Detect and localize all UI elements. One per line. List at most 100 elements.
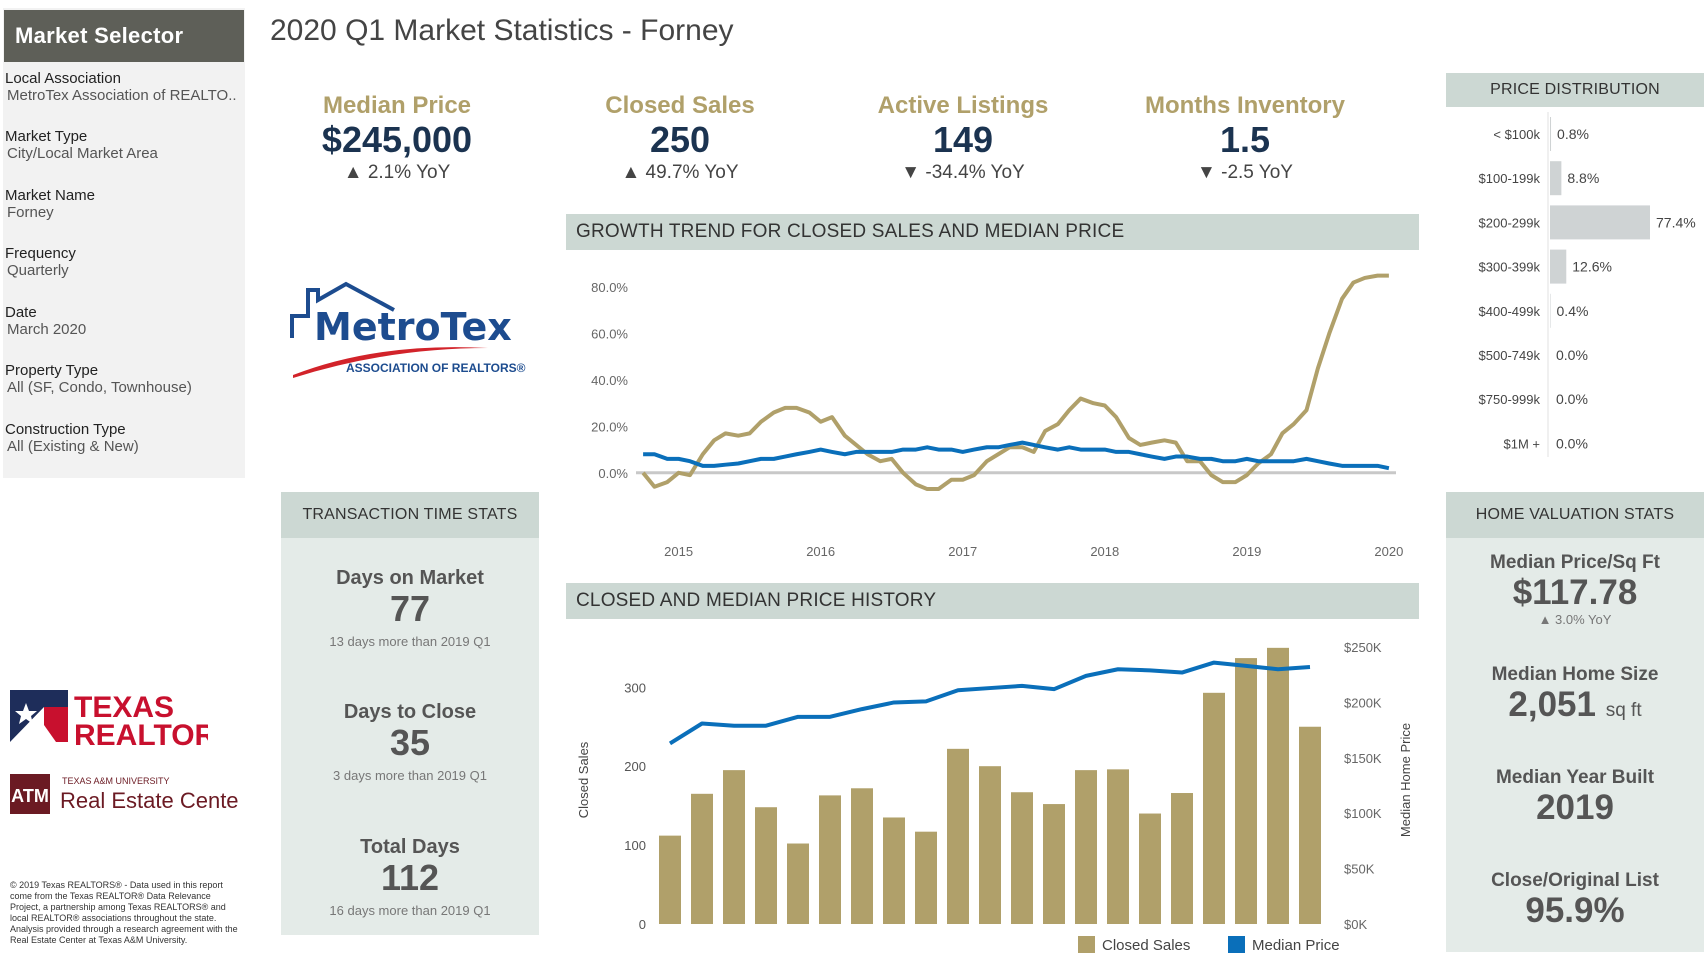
field-value-market-name[interactable]: Forney (7, 204, 54, 221)
field-label-frequency: Frequency (5, 245, 76, 262)
kpi-value: 250 (649, 119, 711, 160)
legend-label-closed-sales: Closed Sales (1102, 937, 1190, 954)
legend-swatch-closed-sales (1078, 936, 1095, 953)
metrotex-swoosh (293, 347, 488, 378)
bar-closed-sales (1107, 769, 1129, 924)
pd-value-label: 0.0% (1556, 435, 1588, 451)
kpi-yoy: ▲ 2.1% YoY (343, 162, 451, 183)
texas-realtors-mark-blue (10, 690, 68, 742)
metrotex-house-outline (290, 281, 395, 338)
field-value-frequency[interactable]: Quarterly (7, 262, 69, 279)
bar-closed-sales (787, 843, 809, 924)
hv-value: $117.78 (1512, 573, 1638, 612)
hv-unit: sq ft (1605, 700, 1642, 721)
stat-days-on-market: Days on Market 77 13 days more than 2019… (281, 567, 539, 649)
y-tick-label: 40.0% (591, 373, 628, 388)
stat-label: Days to Close (343, 701, 477, 723)
pd-bar (1550, 293, 1551, 328)
pd-value-label: 0.4% (1557, 303, 1589, 319)
hv-price-per-sqft: Median Price/Sq Ft $117.78 ▲ 3.0% YoY (1446, 552, 1704, 627)
stat-value: 112 (380, 857, 440, 898)
copyright-notice: © 2019 Texas REALTORS® - Data used in th… (10, 880, 238, 945)
bar-closed-sales (755, 807, 777, 924)
kpi-yoy: ▼ -34.4% YoY (901, 162, 1025, 183)
tamu-real-estate-center-logo: ATM TEXAS A&M UNIVERSITY Real Estate Cen… (10, 774, 238, 814)
hv-median-year-built: Median Year Built 2019 (1446, 767, 1704, 827)
y-tick-label: 20.0% (591, 419, 628, 434)
y-tick-label: 80.0% (591, 280, 628, 295)
kpi-yoy: ▼ -2.5 YoY (1197, 162, 1293, 183)
bar-closed-sales (1075, 770, 1097, 924)
kpi-median-price: Median Price $245,000 ▲ 2.1% YoY (267, 92, 527, 184)
kpi-label: Closed Sales (605, 92, 755, 119)
y-tick-label: 0.0% (598, 466, 628, 481)
y-left-tick-label: 0 (639, 917, 646, 932)
kpi-months-inventory: Months Inventory 1.5 ▼ -2.5 YoY (1115, 92, 1375, 184)
pd-value-label: 12.6% (1572, 259, 1612, 275)
page-title: 2020 Q1 Market Statistics - Forney (270, 14, 734, 47)
pd-category-label: $300-399k (1479, 260, 1541, 275)
y-right-tick-label: $50K (1344, 862, 1375, 877)
hv-value: 2,051 (1508, 685, 1596, 724)
field-value-market-type[interactable]: City/Local Market Area (7, 145, 158, 162)
tamu-small-text: TEXAS A&M UNIVERSITY (62, 776, 170, 786)
series-line-median-price (643, 440, 1390, 471)
stat-value: 35 (389, 722, 431, 763)
x-tick-label: 2015 (664, 544, 693, 559)
metrotex-logo: MetroTex ASSOCIATION OF REALTORS® (290, 281, 526, 378)
pd-bar (1550, 117, 1552, 151)
y-right-tick-label: $250K (1344, 640, 1382, 655)
pd-value-label: 8.8% (1567, 170, 1599, 186)
x-tick-label: 2017 (948, 544, 977, 559)
pd-value-label: 0.0% (1556, 391, 1588, 407)
bar-closed-sales (723, 770, 745, 924)
x-tick-label: 2020 (1374, 544, 1403, 559)
field-value-construction-type[interactable]: All (Existing & New) (7, 438, 139, 455)
hv-label: Median Year Built (1495, 767, 1655, 788)
series-line-median-price (668, 660, 1311, 746)
tamu-big-text: Real Estate Center (60, 788, 238, 813)
pd-value-label: 0.0% (1556, 347, 1588, 363)
hv-close-original-list: Close/Original List 95.9% (1446, 870, 1704, 930)
y-tick-label: 60.0% (591, 327, 628, 342)
bar-closed-sales (1011, 792, 1033, 924)
y-right-tick-label: $100K (1344, 806, 1382, 821)
kpi-value: 149 (932, 119, 994, 160)
pd-bar (1550, 161, 1562, 196)
field-value-date[interactable]: March 2020 (7, 321, 87, 338)
kpi-active-listings: Active Listings 149 ▼ -34.4% YoY (833, 92, 1093, 184)
history-heading: CLOSED AND MEDIAN PRICE HISTORY (566, 583, 1419, 619)
legend-label-median-price: Median Price (1252, 937, 1340, 954)
y-right-tick-label: $0K (1344, 917, 1367, 932)
hv-yoy: ▲ 3.0% YoY (1538, 612, 1612, 627)
field-label-property-type: Property Type (5, 362, 99, 379)
bar-closed-sales (659, 835, 681, 924)
pd-value-label: 77.4% (1656, 214, 1696, 230)
bar-closed-sales (1139, 813, 1161, 924)
hv-value: 2019 (1536, 788, 1614, 827)
texas-realtors-mark-red (44, 707, 68, 742)
pd-category-label: $200-299k (1479, 215, 1541, 230)
stat-days-to-close: Days to Close 35 3 days more than 2019 Q… (281, 701, 539, 783)
legend-swatch-median-price (1228, 936, 1245, 953)
y-left-axis-label: Closed Sales (576, 741, 591, 818)
pd-category-label: < $100k (1493, 127, 1540, 142)
pd-value-label: 0.8% (1557, 126, 1589, 142)
tamu-atm-icon: ATM (11, 786, 49, 806)
price-distribution-chart: < $100k 0.8% $100-199k 8.8% $200-299k 77.4% $3… (1479, 112, 1696, 457)
transaction-time-heading: TRANSACTION TIME STATS (281, 492, 539, 538)
bar-closed-sales (947, 748, 969, 924)
pd-category-label: $1M + (1504, 436, 1541, 451)
kpi-label: Median Price (322, 92, 472, 119)
pd-category-label: $400-499k (1479, 304, 1541, 319)
hv-label: Median Price/Sq Ft (1490, 552, 1660, 573)
texas-realtors-word-2: REALTORS (74, 719, 208, 747)
field-value-property-type[interactable]: All (SF, Condo, Townhouse) (7, 379, 192, 396)
pd-category-label: $100-199k (1479, 171, 1541, 186)
star-icon (15, 703, 37, 724)
kpi-label: Months Inventory (1144, 92, 1345, 119)
field-value-local-association[interactable]: MetroTex Association of REALTO.. (7, 87, 237, 104)
hv-value: 95.9% (1525, 891, 1625, 930)
bar-closed-sales (851, 788, 873, 924)
field-label-market-name: Market Name (5, 187, 96, 204)
